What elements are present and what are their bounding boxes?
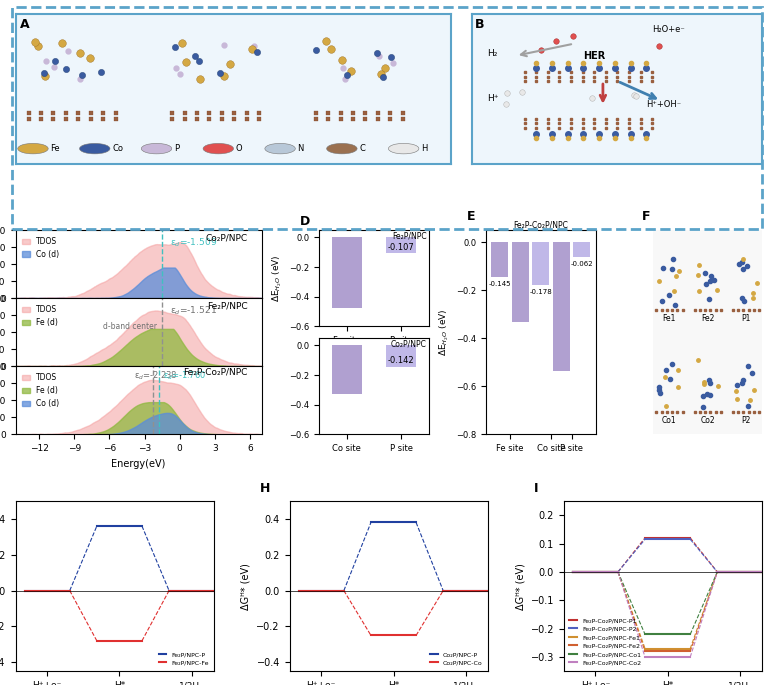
- Text: H⁺: H⁺: [487, 94, 499, 103]
- Text: A: A: [20, 18, 30, 32]
- Text: Fe1: Fe1: [663, 314, 676, 323]
- Text: H₂: H₂: [487, 49, 497, 58]
- Y-axis label: ΔGᴴ* (eV): ΔGᴴ* (eV): [241, 562, 251, 610]
- Text: Co: Co: [112, 144, 123, 153]
- Text: Fe₂P-Co₂P/NPC: Fe₂P-Co₂P/NPC: [184, 368, 247, 377]
- Circle shape: [265, 143, 296, 154]
- Text: Co1: Co1: [662, 416, 677, 425]
- Text: -0.333: -0.333: [509, 326, 531, 332]
- Legend: Co₂P/NPC-P, Co₂P/NPC-Co: Co₂P/NPC-P, Co₂P/NPC-Co: [428, 649, 485, 668]
- Text: ε$_d$=-1.760: ε$_d$=-1.760: [163, 369, 207, 382]
- X-axis label: Energy(eV): Energy(eV): [111, 459, 166, 469]
- Text: B: B: [475, 18, 485, 32]
- Bar: [573, 242, 591, 257]
- Text: HER: HER: [583, 51, 605, 61]
- Bar: [386, 345, 416, 366]
- Circle shape: [79, 143, 110, 154]
- Text: Co₂P/NPC: Co₂P/NPC: [205, 234, 247, 242]
- Y-axis label: ΔE$_{H_2O}$ (eV): ΔE$_{H_2O}$ (eV): [270, 254, 284, 302]
- Text: -0.535: -0.535: [550, 375, 573, 380]
- Text: d-band center: d-band center: [103, 322, 157, 331]
- Circle shape: [327, 143, 357, 154]
- Text: ε$_d$=-1.509: ε$_d$=-1.509: [170, 236, 218, 249]
- Legend: TDOS, Fe (d): TDOS, Fe (d): [19, 302, 61, 330]
- Text: P: P: [174, 144, 179, 153]
- Circle shape: [142, 143, 172, 154]
- Text: H: H: [421, 144, 427, 153]
- Text: D: D: [300, 215, 310, 228]
- Legend: TDOS, Fe (d), Co (d): TDOS, Fe (d), Co (d): [19, 370, 62, 411]
- Bar: [553, 242, 570, 371]
- Text: -0.473: -0.473: [333, 309, 360, 318]
- Bar: [532, 242, 549, 285]
- Text: Fe2: Fe2: [701, 314, 714, 323]
- Text: E: E: [467, 210, 475, 223]
- Text: O: O: [236, 144, 242, 153]
- Y-axis label: ΔGᴴ* (eV): ΔGᴴ* (eV): [515, 562, 525, 610]
- Legend: Fe₂P/NPC-P, Fe₂P/NPC-Fe: Fe₂P/NPC-P, Fe₂P/NPC-Fe: [156, 649, 211, 668]
- Text: Co2: Co2: [700, 416, 715, 425]
- Circle shape: [388, 143, 419, 154]
- Text: Co₂P/NPC: Co₂P/NPC: [391, 340, 426, 349]
- Bar: [386, 238, 416, 253]
- Text: N: N: [297, 144, 304, 153]
- Text: -0.062: -0.062: [570, 260, 593, 266]
- Text: P1: P1: [741, 314, 751, 323]
- Text: F: F: [642, 210, 650, 223]
- Text: P2: P2: [741, 416, 751, 425]
- Legend: TDOS, Co (d): TDOS, Co (d): [19, 234, 62, 262]
- Text: -0.142: -0.142: [388, 356, 415, 365]
- Text: -0.325: -0.325: [333, 395, 360, 404]
- Text: Fe: Fe: [51, 144, 60, 153]
- Text: -0.145: -0.145: [489, 281, 511, 286]
- Text: I: I: [534, 482, 538, 495]
- Text: H⁺+OH⁻: H⁺+OH⁻: [647, 99, 682, 109]
- Text: Fe₂P/NPC: Fe₂P/NPC: [392, 232, 426, 241]
- Text: -0.178: -0.178: [530, 288, 552, 295]
- Text: ε$_d$=-2.238: ε$_d$=-2.238: [134, 369, 177, 382]
- Circle shape: [18, 143, 48, 154]
- Circle shape: [203, 143, 233, 154]
- Bar: [512, 242, 529, 322]
- Title: Fe₂P-Co₂P/NPC: Fe₂P-Co₂P/NPC: [513, 221, 568, 229]
- Text: H: H: [260, 482, 270, 495]
- Bar: [491, 242, 508, 277]
- Text: Fe₂P/NPC: Fe₂P/NPC: [207, 301, 247, 310]
- Legend: Fe₂P-Co₂P/NPC-P1, Fe₂P-Co₂P/NPC-P2, Fe₂P-Co₂P/NPC-Fe1, Fe₂P-Co₂P/NPC-Fe2, Fe₂P-C: Fe₂P-Co₂P/NPC-P1, Fe₂P-Co₂P/NPC-P2, Fe₂P…: [567, 615, 643, 668]
- Y-axis label: ΔE$_{H_2O}$ (eV): ΔE$_{H_2O}$ (eV): [437, 308, 450, 356]
- Text: ε$_d$=-1.521: ε$_d$=-1.521: [170, 305, 217, 317]
- Text: C: C: [359, 144, 365, 153]
- Text: -0.107: -0.107: [388, 243, 415, 252]
- Text: H₂O+e⁻: H₂O+e⁻: [652, 25, 685, 34]
- Bar: [331, 345, 362, 394]
- Bar: [331, 238, 362, 308]
